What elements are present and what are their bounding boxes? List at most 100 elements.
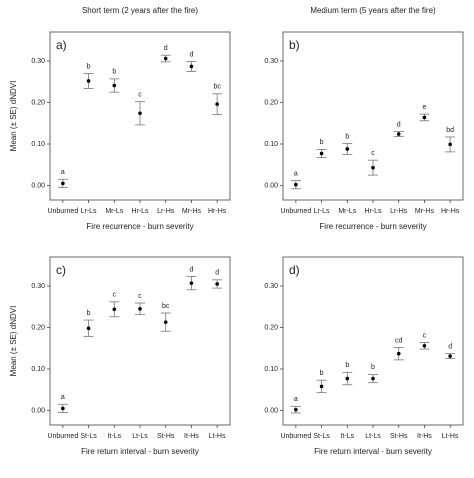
significance-letter: d	[189, 51, 193, 58]
significance-letter: d	[448, 343, 452, 350]
significance-letter: d	[189, 266, 193, 273]
mean-point	[371, 165, 375, 170]
mean-point	[138, 111, 142, 116]
x-tick-label: Hr-Ls	[131, 208, 149, 215]
y-tick-label: 0.10	[264, 366, 278, 373]
significance-letter: bc	[213, 84, 221, 91]
x-tick-label: St-Ls	[80, 433, 97, 440]
y-tick-label: 0.00	[264, 182, 278, 189]
x-tick-label: Lt-Ls	[132, 433, 148, 440]
x-tick-label: Unburned	[47, 208, 78, 215]
mean-point	[86, 326, 91, 331]
panel-label: d)	[289, 263, 300, 277]
significance-letter: a	[61, 394, 65, 401]
x-tick-label: Unburned	[280, 433, 311, 440]
y-tick-label: 0.00	[31, 407, 45, 414]
x-tick-label: Lt-Hs	[209, 433, 226, 440]
x-tick-label: Lr-Hs	[157, 208, 175, 215]
significance-letter: b	[320, 139, 324, 146]
significance-letter: a	[294, 170, 298, 177]
y-tick-label: 0.20	[264, 324, 278, 331]
y-tick-label: 0.20	[264, 99, 278, 106]
mean-point	[215, 282, 219, 286]
x-tick-label: Mr-Hs	[182, 208, 202, 215]
y-tick-label: 0.30	[31, 58, 45, 65]
x-tick-label: Mr-Hs	[415, 208, 435, 215]
x-tick-label: It-Ls	[107, 433, 121, 440]
mean-point	[345, 147, 350, 151]
x-tick-label: Lt-Ls	[365, 433, 381, 440]
x-axis-label: Fire return interval - burn severity	[314, 447, 432, 456]
significance-letter: bc	[162, 303, 170, 310]
significance-letter: d	[164, 45, 168, 52]
mean-point	[448, 354, 452, 358]
significance-letter: b	[371, 364, 375, 371]
significance-letter: b	[320, 370, 324, 377]
significance-letter: b	[345, 362, 349, 369]
y-tick-label: 0.20	[31, 324, 45, 331]
y-tick-label: 0.10	[264, 141, 278, 148]
mean-point	[189, 281, 194, 285]
significance-letter: cd	[395, 337, 403, 344]
x-tick-label: Hr-Ls	[364, 208, 382, 215]
y-tick-label: 0.10	[31, 366, 45, 373]
plot-frame	[49, 256, 231, 426]
mean-point	[294, 182, 298, 187]
panel-label: a)	[56, 38, 67, 52]
significance-letter: b	[87, 63, 91, 70]
x-axis-label: Fire return interval - burn severity	[81, 447, 199, 456]
mean-point	[422, 343, 427, 348]
y-tick-label: 0.30	[264, 58, 278, 65]
mean-point	[294, 407, 298, 412]
mean-point	[371, 376, 375, 381]
x-tick-label: Lr-Ls	[314, 208, 330, 215]
mean-point	[215, 102, 219, 106]
y-axis-label: Mean (± SE) dNDVI	[9, 306, 18, 377]
mean-point	[345, 376, 350, 381]
y-tick-label: 0.00	[31, 182, 45, 189]
x-tick-label: St-Hs	[157, 433, 175, 440]
mean-point	[61, 181, 65, 186]
y-tick-label: 0.30	[31, 283, 45, 290]
significance-letter: b	[112, 69, 116, 76]
mean-point	[422, 115, 427, 120]
significance-letter: c	[423, 332, 427, 339]
panel-label: c)	[56, 263, 66, 277]
x-axis-label: Fire recurrence - burn severity	[319, 222, 426, 231]
y-tick-label: 0.20	[31, 99, 45, 106]
significance-letter: d	[215, 270, 219, 277]
x-tick-label: Lr-Hs	[390, 208, 408, 215]
panel-title: Medium term (5 years after the fire)	[310, 6, 436, 15]
mean-point	[163, 56, 168, 61]
mean-point	[448, 142, 452, 147]
significance-letter: e	[422, 104, 426, 111]
y-tick-label: 0.00	[264, 407, 278, 414]
significance-letter: b	[345, 133, 349, 140]
mean-point	[112, 307, 117, 312]
significance-letter: d	[397, 121, 401, 128]
panel-title: Short term (2 years after the fire)	[82, 6, 198, 15]
x-tick-label: Hr-Hs	[208, 208, 227, 215]
x-tick-label: Mr-Ls	[105, 208, 123, 215]
x-tick-label: Hr-Hs	[441, 208, 460, 215]
significance-letter: a	[294, 396, 298, 403]
mean-point	[396, 132, 401, 136]
y-tick-label: 0.10	[31, 141, 45, 148]
mean-point	[61, 406, 65, 411]
x-tick-label: Unburned	[280, 208, 311, 215]
mean-point	[396, 351, 401, 356]
significance-letter: c	[138, 293, 142, 300]
x-axis-label: Fire recurrence - burn severity	[86, 222, 193, 231]
x-tick-label: It-Hs	[417, 433, 432, 440]
mean-point	[319, 151, 324, 156]
x-tick-label: Lr-Ls	[81, 208, 97, 215]
significance-letter: a	[61, 169, 65, 176]
y-axis-label: Mean (± SE) dNDVI	[9, 81, 18, 152]
mean-point	[189, 64, 194, 69]
x-tick-label: St-Ls	[313, 433, 330, 440]
y-tick-label: 0.30	[264, 283, 278, 290]
mean-point	[319, 384, 324, 389]
x-tick-label: Lt-Hs	[442, 433, 459, 440]
x-tick-label: St-Hs	[390, 433, 408, 440]
